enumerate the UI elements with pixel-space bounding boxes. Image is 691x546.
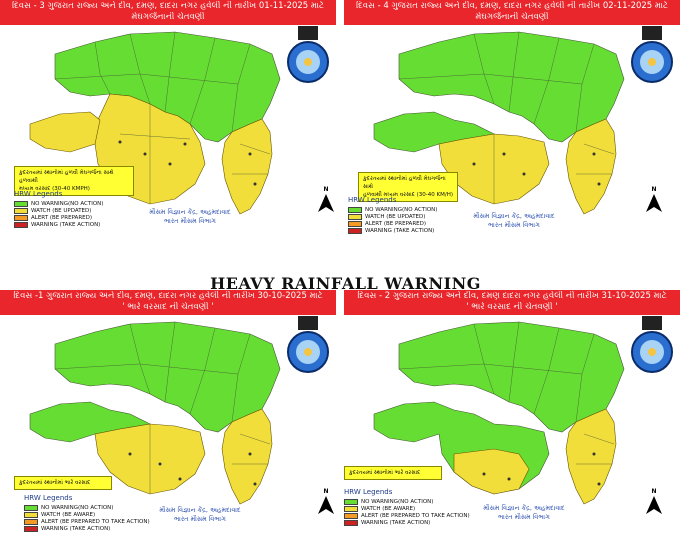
- forecast-note: કુદરતયમાં સ્થાનોમાં હળવી મેઘગર્જના સાથે …: [14, 166, 134, 196]
- legend-item: WARNING (TAKE ACTION): [348, 227, 437, 234]
- office-label: મૌસમ વિજ્ઞાન કેંદ્ર, અહમદાવાદ ભારત મૌસમ …: [473, 212, 555, 229]
- north-arrow: N: [316, 186, 336, 214]
- page-title: HEAVY RAINFALL WARNING: [210, 274, 481, 293]
- north-arrow: N: [644, 488, 664, 516]
- warning-banner: દિવસ - 2 ગુજરાત રાજ્ય અને દીવ, દમણ દાદરા…: [344, 290, 680, 315]
- legend-item: WATCH (BE UPDATED): [14, 207, 103, 214]
- legend-item: WARNING (TAKE ACTION): [24, 525, 150, 532]
- forecast-note: કુદરતયમાં સ્થાનોમાં હળવી મેઘગર્જના સાથે …: [358, 172, 458, 202]
- forecast-note: કુદરતયમાં સ્થાનોમાં ભારે વરસાદ: [14, 476, 112, 490]
- legend-item: WATCH (BE AWARE): [344, 505, 470, 512]
- gujarat-map: [373, 31, 625, 215]
- legend-item: NO WARNING(NO ACTION): [344, 498, 470, 505]
- legend-item: NO WARNING(NO ACTION): [348, 206, 437, 213]
- gujarat-map: [373, 321, 625, 505]
- warning-banner: દિવસ - 3 ગુજરાત રાજ્ય અને દીવ, દમણ, દાદર…: [0, 0, 336, 25]
- hrw-legend: HRW Legends NO WARNING(NO ACTION) WATCH …: [24, 494, 150, 532]
- warning-banner: દિવસ -1 ગુજરાત રાજ્ય અને દીવ, દમણ, દાદરા…: [0, 290, 336, 315]
- banner-line1: દિવસ - 2 ગુજરાત રાજ્ય અને દીવ, દમણ દાદરા…: [357, 291, 667, 301]
- office-label: મૌસમ વિજ્ઞાન કેંદ્ર, અહમદાવાદ ભારત મૌસમ …: [149, 208, 231, 225]
- banner-line2: મેઘગર્જનાની ચેતવણી: [475, 12, 549, 22]
- map-panel-day3: દિવસ - 3 ગુજરાત રાજ્ય અને દીવ, દમણ, દાદર…: [0, 0, 336, 262]
- legend-item: ALERT (BE PREPARED TO TAKE ACTION): [24, 518, 150, 525]
- map-panel-day2: દિવસ - 2 ગુજરાત રાજ્ય અને દીવ, દમણ દાદરા…: [344, 290, 680, 546]
- forecast-note: કુદરતયમાં સ્થાનોમાં ભારે વરસાદ: [344, 466, 442, 480]
- legend-item: ALERT (BE PREPARED): [14, 214, 103, 221]
- banner-line1: દિવસ - 3 ગુજરાત રાજ્ય અને દીવ, દમણ, દાદર…: [12, 1, 324, 11]
- legend-item: ALERT (BE PREPARED): [348, 220, 437, 227]
- north-arrow: N: [644, 186, 664, 214]
- imd-emblem: [631, 26, 673, 83]
- imd-emblem: [287, 316, 329, 373]
- map-panel-day1: દિવસ -1 ગુજરાત રાજ્ય અને દીવ, દમણ, દાદરા…: [0, 290, 336, 546]
- office-label: મૌસમ વિજ્ઞાન કેંદ્ર, અહમદાવાદ ભારત મૌસમ …: [483, 504, 565, 521]
- banner-line2: ' ભારે વરસાદ ની ચેતવણી ': [466, 302, 558, 312]
- banner-line2: મેઘગર્જનાની ચેતવણી: [131, 12, 205, 22]
- office-label: મૌસમ વિજ્ઞાન કેંદ્ર, અહમદાવાદ ભારત મૌસમ …: [159, 506, 241, 523]
- legend-item: WATCH (BE AWARE): [24, 511, 150, 518]
- north-arrow: N: [316, 488, 336, 516]
- banner-line1: દિવસ -1 ગુજરાત રાજ્ય અને દીવ, દમણ, દાદરા…: [13, 291, 323, 301]
- legend-item: NO WARNING(NO ACTION): [14, 200, 103, 207]
- banner-line1: દિવસ - 4 ગુજરાત રાજ્ય અને દીવ, દમણ, દાદર…: [356, 1, 668, 11]
- imd-emblem: [631, 316, 673, 373]
- north-arrow-icon: [646, 496, 662, 514]
- north-arrow-icon: [646, 194, 662, 212]
- legend-item: ALERT (BE PREPARED TO TAKE ACTION): [344, 512, 470, 519]
- gujarat-map: [29, 321, 281, 505]
- legend-title: HRW Legends: [344, 488, 393, 496]
- imd-emblem: [287, 26, 329, 83]
- hrw-legend: HRW Legends NO WARNING(NO ACTION) WATCH …: [344, 488, 470, 526]
- map-panel-day4: દિવસ - 4 ગુજરાત રાજ્ય અને દીવ, દમણ, દાદર…: [344, 0, 680, 262]
- hrw-legend: HRW Legends NO WARNING(NO ACTION) WATCH …: [14, 190, 103, 228]
- warning-banner: દિવસ - 4 ગુજરાત રાજ્ય અને દીવ, દમણ, દાદર…: [344, 0, 680, 25]
- legend-item: NO WARNING(NO ACTION): [24, 504, 150, 511]
- north-arrow-icon: [318, 496, 334, 514]
- legend-title: HRW Legends: [348, 196, 397, 204]
- banner-line2: ' ભારે વરસાદ ની ચેતવણી ': [122, 302, 214, 312]
- gujarat-map: [29, 31, 281, 215]
- legend-title: HRW Legends: [14, 190, 63, 198]
- legend-item: WARNING (TAKE ACTION): [344, 519, 470, 526]
- legend-title: HRW Legends: [24, 494, 73, 502]
- north-arrow-icon: [318, 194, 334, 212]
- legend-item: WARNING (TAKE ACTION): [14, 221, 103, 228]
- legend-item: WATCH (BE UPDATED): [348, 213, 437, 220]
- hrw-legend: HRW Legends NO WARNING(NO ACTION) WATCH …: [348, 196, 437, 234]
